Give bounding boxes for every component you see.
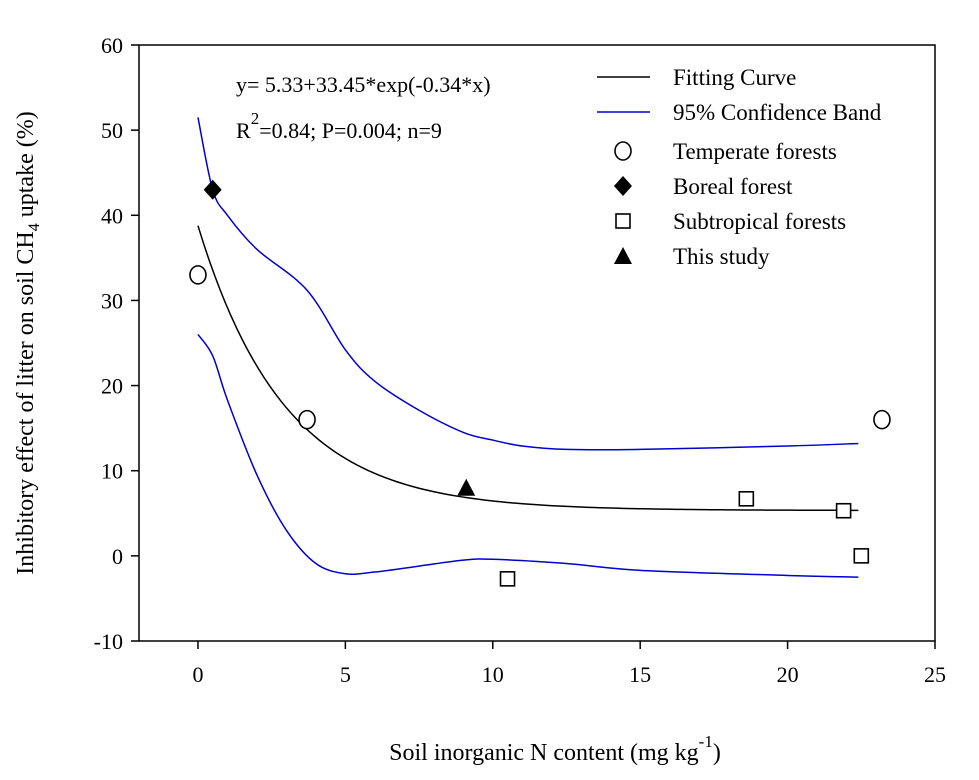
legend-marker-swatch bbox=[614, 141, 632, 161]
axis-ticks: 0 5 10 15 20 25 -10 0 10 20 30 40 50 60 bbox=[94, 33, 946, 687]
y-tick-label: 0 bbox=[112, 544, 123, 569]
upper-confidence-band bbox=[197, 117, 859, 451]
legend-label: This study bbox=[673, 244, 770, 269]
y-title-sub: 4 bbox=[26, 223, 43, 231]
legend: Fitting Curve 95% Confidence Band Temperat… bbox=[597, 65, 882, 269]
legend-marker-swatch bbox=[615, 213, 631, 229]
data-point bbox=[835, 502, 852, 519]
stats-text: =0.84; P=0.004; n=9 bbox=[259, 118, 442, 143]
y-title-tail: uptake (%) bbox=[13, 111, 39, 223]
legend-marker-swatch bbox=[614, 176, 632, 196]
data-point bbox=[499, 571, 516, 587]
x-axis-title: Soil inorganic N content (mg kg-1) bbox=[389, 732, 721, 766]
fitting-curve bbox=[197, 225, 859, 512]
x-tick-label: 5 bbox=[340, 662, 351, 687]
r-letter: R bbox=[236, 118, 251, 143]
data-point bbox=[873, 409, 891, 430]
y-tick-label: 60 bbox=[101, 33, 123, 58]
y-tick-label: 50 bbox=[101, 118, 123, 143]
fit-equation: y= 5.33+33.45*exp(-0.34*x) bbox=[236, 72, 491, 97]
y-axis-title: Inhibitory effect of litter on soil CH4 … bbox=[13, 111, 43, 574]
legend-marker-swatch bbox=[614, 247, 632, 264]
data-point bbox=[189, 265, 207, 285]
x-tick-label: 15 bbox=[629, 662, 651, 687]
y-tick-label: 10 bbox=[101, 459, 123, 484]
y-tick-label: -10 bbox=[94, 629, 123, 654]
x-title-main: Soil inorganic N content (mg kg bbox=[389, 740, 699, 766]
curves bbox=[197, 117, 859, 578]
legend-label: Subtropical forests bbox=[673, 209, 846, 234]
data-points bbox=[189, 179, 891, 587]
r-superscript: 2 bbox=[251, 109, 260, 128]
y-title-main: Inhibitory effect of litter on soil CH bbox=[13, 231, 39, 575]
lower-confidence-band bbox=[197, 334, 859, 578]
data-point bbox=[738, 491, 755, 507]
plot-frame bbox=[138, 44, 936, 642]
data-point bbox=[457, 478, 476, 496]
x-title-tail: ) bbox=[713, 740, 721, 766]
x-tick-label: 25 bbox=[924, 662, 946, 687]
y-tick-label: 30 bbox=[101, 288, 123, 313]
fit-stats: R2=0.84; P=0.004; n=9 bbox=[236, 109, 442, 143]
legend-label: Temperate forests bbox=[673, 139, 837, 164]
x-tick-label: 20 bbox=[777, 662, 799, 687]
legend-label: Fitting Curve bbox=[673, 65, 796, 90]
legend-label: 95% Confidence Band bbox=[673, 100, 882, 125]
data-point bbox=[298, 409, 316, 430]
x-tick-label: 0 bbox=[192, 662, 203, 687]
data-point bbox=[203, 179, 222, 200]
data-point bbox=[853, 548, 870, 564]
x-tick-label: 10 bbox=[482, 662, 504, 687]
x-title-sup: -1 bbox=[699, 732, 713, 751]
legend-label: Boreal forest bbox=[673, 174, 793, 199]
y-tick-label: 20 bbox=[101, 374, 123, 399]
y-tick-label: 40 bbox=[101, 203, 123, 228]
